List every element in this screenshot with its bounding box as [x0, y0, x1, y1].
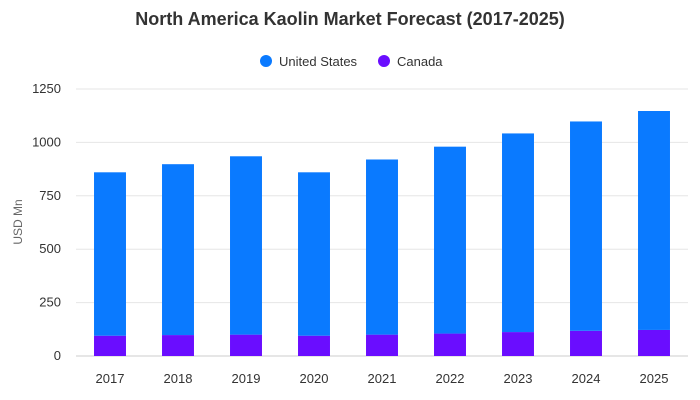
y-tick-label-750: 750 — [39, 188, 61, 203]
bar-united-states-2017 — [94, 172, 126, 336]
bar-united-states-2025 — [638, 111, 670, 330]
x-tick-label-2018: 2018 — [164, 371, 193, 386]
bar-canada-2018 — [162, 335, 194, 356]
x-tick-label-2025: 2025 — [640, 371, 669, 386]
bar-united-states-2019 — [230, 156, 262, 335]
x-tick-label-2024: 2024 — [572, 371, 601, 386]
bar-canada-2024 — [570, 330, 602, 356]
y-tick-label-250: 250 — [39, 295, 61, 310]
bar-united-states-2018 — [162, 164, 194, 336]
x-tick-label-2021: 2021 — [368, 371, 397, 386]
bars — [94, 111, 670, 356]
y-tick-label-500: 500 — [39, 241, 61, 256]
bar-canada-2023 — [502, 332, 534, 356]
y-axis-title: USD Mn — [11, 199, 25, 244]
x-tick-label-2023: 2023 — [504, 371, 533, 386]
legend-label-canada: Canada — [397, 54, 443, 69]
bar-canada-2021 — [366, 334, 398, 356]
legend-label-united-states: United States — [279, 54, 358, 69]
x-tick-label-2020: 2020 — [300, 371, 329, 386]
bar-canada-2025 — [638, 329, 670, 356]
bar-united-states-2020 — [298, 172, 330, 336]
x-tick-labels: 2017 2018 2019 2020 2021 2022 2023 2024 2025 — [96, 371, 669, 386]
bar-canada-2019 — [230, 334, 262, 356]
legend: United States Canada — [260, 54, 443, 69]
bar-canada-2017 — [94, 335, 126, 356]
y-tick-labels: 0 250 500 750 1000 1250 — [32, 81, 61, 363]
y-tick-label-1250: 1250 — [32, 81, 61, 96]
x-tick-label-2017: 2017 — [96, 371, 125, 386]
legend-marker-united-states — [260, 55, 272, 67]
y-tick-label-1000: 1000 — [32, 134, 61, 149]
bar-canada-2022 — [434, 333, 466, 356]
chart-title: North America Kaolin Market Forecast (20… — [135, 9, 565, 29]
x-tick-label-2019: 2019 — [232, 371, 261, 386]
bar-united-states-2021 — [366, 159, 398, 335]
bar-united-states-2022 — [434, 146, 466, 334]
bar-united-states-2023 — [502, 133, 534, 333]
legend-marker-canada — [378, 55, 390, 67]
bar-united-states-2024 — [570, 121, 602, 331]
bar-canada-2020 — [298, 335, 330, 356]
y-tick-label-0: 0 — [54, 348, 61, 363]
x-tick-label-2022: 2022 — [436, 371, 465, 386]
